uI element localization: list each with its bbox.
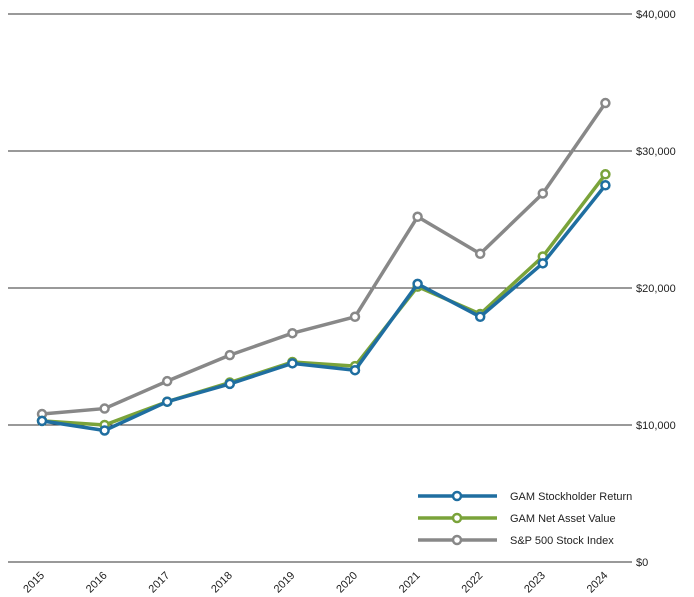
data-point bbox=[412, 211, 423, 223]
x-tick-label: 2023 bbox=[522, 570, 548, 596]
x-tick-label: 2016 bbox=[84, 570, 110, 596]
y-axis-ticks: $0 $10,000 $20,000 $30,000 $40,000 bbox=[636, 9, 676, 569]
gridlines bbox=[8, 13, 632, 563]
x-tick-label: 2015 bbox=[21, 570, 47, 596]
data-point bbox=[287, 327, 298, 339]
data-point bbox=[99, 403, 110, 414]
x-tick-label: 2020 bbox=[334, 570, 360, 596]
x-tick-label: 2022 bbox=[460, 570, 486, 596]
data-point bbox=[99, 425, 110, 436]
data-point bbox=[349, 364, 361, 376]
y-tick-label: $40,000 bbox=[636, 9, 676, 21]
series-line bbox=[40, 101, 608, 416]
legend-item: GAM Net Asset Value bbox=[418, 512, 616, 525]
data-point bbox=[224, 349, 236, 361]
legend-swatch-marker bbox=[451, 534, 463, 546]
x-tick-label: 2024 bbox=[585, 570, 611, 596]
data-point bbox=[161, 396, 173, 407]
x-tick-label: 2017 bbox=[147, 570, 173, 596]
data-point bbox=[474, 311, 486, 323]
data-point bbox=[537, 188, 549, 199]
data-point bbox=[600, 169, 611, 180]
series-2 bbox=[36, 97, 611, 420]
series-1 bbox=[36, 169, 611, 431]
y-tick-label: $10,000 bbox=[636, 420, 676, 432]
series-0 bbox=[36, 180, 611, 436]
legend-item: GAM Stockholder Return bbox=[418, 490, 632, 503]
legend-label: GAM Net Asset Value bbox=[510, 513, 616, 525]
data-point bbox=[600, 97, 611, 109]
data-point bbox=[600, 180, 611, 191]
data-point bbox=[161, 375, 173, 387]
data-point bbox=[224, 378, 236, 390]
y-tick-label: $30,000 bbox=[636, 146, 676, 158]
legend: GAM Stockholder Return GAM Net Asset Valu… bbox=[418, 490, 632, 547]
legend-label: GAM Stockholder Return bbox=[510, 491, 632, 503]
legend-item: S&P 500 Stock Index bbox=[418, 534, 614, 547]
series-line bbox=[40, 172, 608, 427]
legend-swatch-marker bbox=[451, 490, 463, 502]
series-lines bbox=[36, 97, 611, 436]
legend-swatch-marker bbox=[451, 512, 463, 524]
data-point bbox=[349, 311, 361, 323]
y-tick-label: $0 bbox=[636, 557, 648, 569]
data-point bbox=[537, 258, 549, 269]
y-tick-label: $20,000 bbox=[636, 283, 676, 295]
x-tick-label: 2019 bbox=[272, 570, 298, 596]
x-tick-label: 2018 bbox=[209, 570, 235, 596]
data-point bbox=[36, 415, 48, 427]
legend-label: S&P 500 Stock Index bbox=[510, 535, 614, 547]
data-point bbox=[412, 278, 423, 290]
data-point bbox=[287, 358, 298, 369]
x-axis-ticks: 2015 2016 2017 2018 2019 2020 2021 2022 2023 2024 bbox=[21, 570, 610, 596]
data-point bbox=[474, 248, 486, 259]
series-line bbox=[40, 183, 608, 433]
x-tick-label: 2021 bbox=[397, 570, 423, 596]
